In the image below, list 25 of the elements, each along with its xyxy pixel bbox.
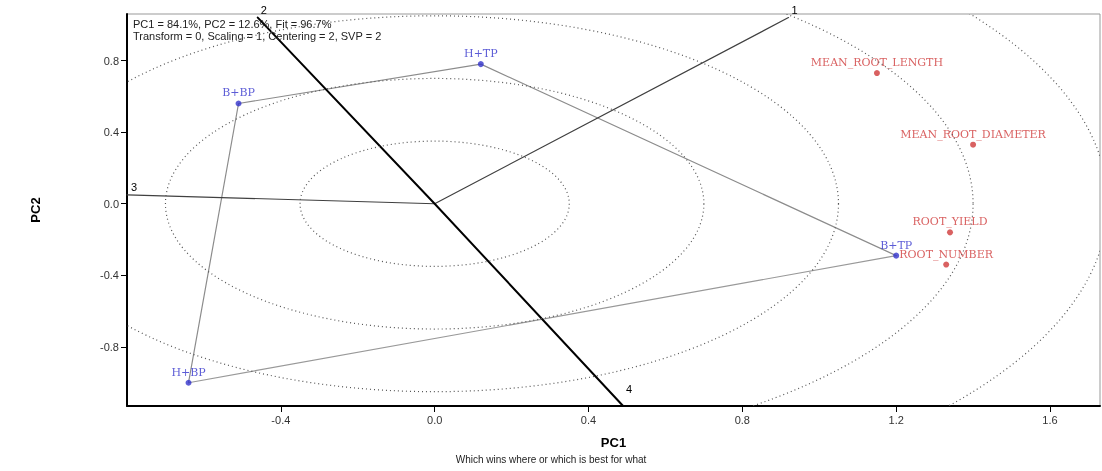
x-axis-title: PC1	[600, 435, 627, 450]
data-label: MEAN_ROOT_DIAMETER	[900, 127, 1047, 141]
x-tick-label: 0.8	[734, 413, 750, 426]
x-tick-label: 0.0	[427, 413, 443, 426]
data-label: ROOT_YIELD	[912, 215, 988, 229]
text: Which wins where or which is best for what	[455, 453, 647, 465]
y-tick-label: 0.4	[103, 126, 119, 139]
data-label: ROOT_NUMBER	[899, 247, 994, 261]
y-axis-title: PC2	[28, 197, 43, 223]
annotation: 3	[131, 181, 138, 194]
data-label: H+BP	[171, 365, 207, 379]
annotation: 4	[626, 382, 633, 395]
data-label: B+BP	[222, 86, 256, 100]
data-label: MEAN_ROOT_LENGTH	[810, 56, 944, 70]
x-tick-label: 0.4	[580, 413, 597, 426]
y-tick-label: 0.8	[103, 54, 119, 67]
x-tick-label: -0.4	[271, 413, 291, 426]
x-tick-label: 1.2	[888, 413, 904, 426]
annotation: 2	[260, 4, 267, 17]
x-tick-label: 1.6	[1042, 413, 1058, 426]
y-tick-label: -0.4	[100, 269, 119, 282]
data-label: H+TP	[464, 47, 499, 61]
y-tick-label: 0.0	[103, 197, 119, 210]
y-tick-label: -0.8	[100, 340, 119, 353]
annotation: 1	[791, 4, 798, 17]
